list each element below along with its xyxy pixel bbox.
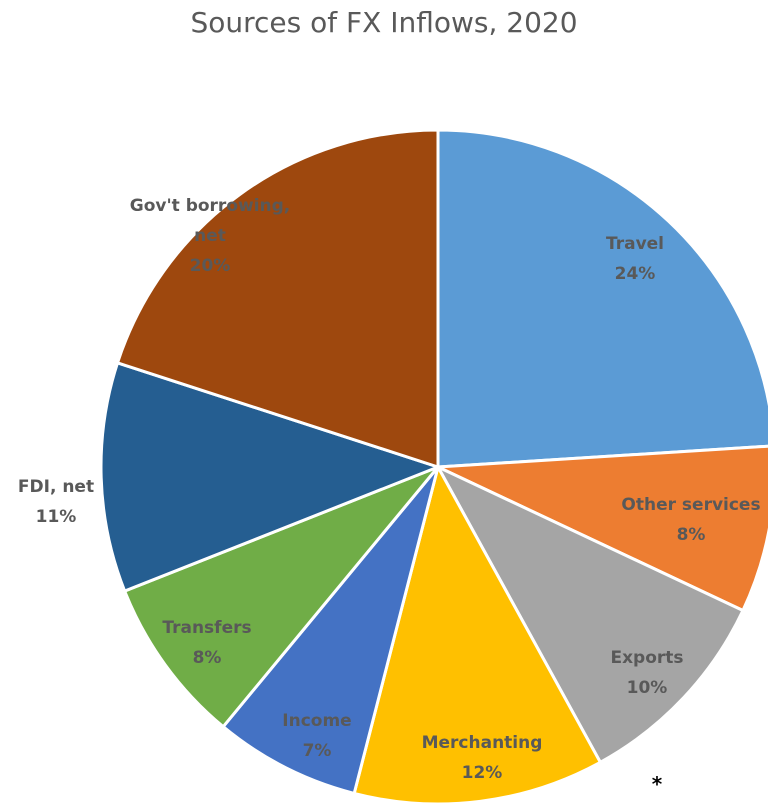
labels-layer: Travel 24% Other services 8% Exports 10% Merch… [18,196,761,783]
pie-slice-transfers [123,465,440,729]
slice-name-other-services: Other services [621,495,760,515]
slice-percent-exports: 10% [627,678,668,698]
slice-percent-other-services: 8% [677,525,706,545]
slice-label-exports: Exports 10% [610,648,683,698]
pie-slice-fdi-net [99,361,440,593]
slice-name-gov-t-borrowing-net: net [194,226,226,246]
slice-name-merchanting: Merchanting [422,733,543,753]
pie-slice-travel [436,128,768,469]
slice-label-fdi-net: FDI, net 11% [18,477,94,527]
slice-label-transfers: Transfers 8% [162,618,251,668]
slice-percent-merchanting: 12% [462,763,503,783]
slice-percent-fdi-net: 11% [36,507,77,527]
footnote-mark: * [652,772,663,796]
slice-name-gov-t-borrowing-net: Gov't borrowing, [130,196,291,216]
slice-name-fdi-net: FDI, net [18,477,94,497]
slice-name-exports: Exports [610,648,683,668]
slice-name-income: Income [282,711,351,731]
slice-label-income: Income 7% [282,711,351,761]
slice-name-transfers: Transfers [162,618,251,638]
slice-label-other-services: Other services 8% [621,495,760,545]
slice-label-travel: Travel 24% [606,234,664,284]
pie-slice-exports [436,465,745,764]
slice-name-travel: Travel [606,234,664,254]
slice-label-gov-t-borrowing-net: Gov't borrowing, net 20% [130,196,291,276]
pie-slice-merchanting [352,465,602,806]
slices-layer [99,128,768,806]
pie-slice-other-services [436,444,768,612]
pie-slice-income [221,465,440,795]
slice-label-merchanting: Merchanting 12% [422,733,543,783]
pie-slice-gov-t-borrowing-net [115,128,440,469]
chart-title: Sources of FX Inflows, 2020 [190,6,578,39]
slice-percent-transfers: 8% [193,648,222,668]
slice-percent-income: 7% [303,741,332,761]
slice-percent-gov-t-borrowing-net: 20% [190,256,231,276]
slice-percent-travel: 24% [615,264,656,284]
